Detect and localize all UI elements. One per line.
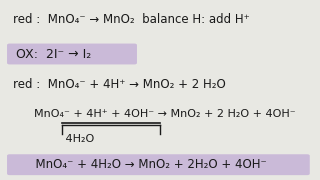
Text: 4H₂O: 4H₂O [13, 134, 94, 145]
FancyBboxPatch shape [7, 154, 310, 175]
Text: OX:  2I⁻ → I₂: OX: 2I⁻ → I₂ [16, 48, 91, 60]
Text: red :  MnO₄⁻ → MnO₂  balance H: add H⁺: red : MnO₄⁻ → MnO₂ balance H: add H⁺ [13, 13, 250, 26]
Text: MnO₄⁻ + 4H⁺ + 4OH⁻ → MnO₂ + 2 H₂O + 4OH⁻: MnO₄⁻ + 4H⁺ + 4OH⁻ → MnO₂ + 2 H₂O + 4OH⁻ [13, 109, 295, 119]
Text: red :  MnO₄⁻ + 4H⁺ → MnO₂ + 2 H₂O: red : MnO₄⁻ + 4H⁺ → MnO₂ + 2 H₂O [13, 78, 226, 91]
Text: MnO₄⁻ + 4H₂O → MnO₂ + 2H₂O + 4OH⁻: MnO₄⁻ + 4H₂O → MnO₂ + 2H₂O + 4OH⁻ [13, 158, 267, 171]
FancyBboxPatch shape [7, 44, 137, 64]
